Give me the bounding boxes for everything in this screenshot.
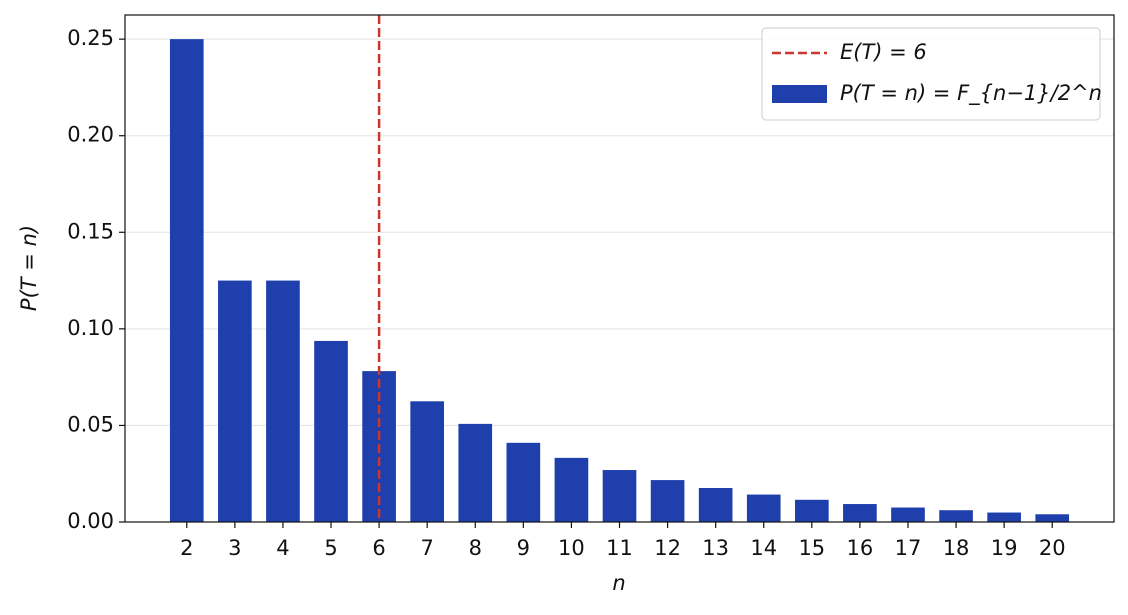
x-tick-label: 14	[750, 536, 777, 560]
x-tick-label: 16	[847, 536, 874, 560]
x-tick-label: 12	[654, 536, 681, 560]
legend-label: E(T) = 6	[840, 40, 927, 64]
x-tick-label: 7	[420, 536, 433, 560]
x-tick-label: 10	[558, 536, 585, 560]
legend-swatch	[772, 85, 827, 103]
y-tick-label: 0.15	[67, 219, 114, 243]
bar	[602, 470, 637, 522]
bar	[843, 504, 877, 522]
x-tick-label: 8	[469, 536, 482, 560]
x-tick-label: 4	[276, 536, 289, 560]
x-tick-label: 18	[943, 536, 970, 560]
x-tick-label: 19	[991, 536, 1018, 560]
bar	[314, 340, 348, 522]
x-tick-label: 20	[1039, 536, 1066, 560]
bar	[266, 280, 300, 522]
x-tick-label: 3	[228, 536, 241, 560]
x-tick-label: 15	[798, 536, 825, 560]
legend-label: P(T = n) = F_{n−1}/2^n	[840, 81, 1102, 106]
y-tick-label: 0.10	[67, 316, 114, 340]
bar	[169, 39, 204, 523]
bar	[650, 480, 685, 522]
bar	[987, 512, 1021, 522]
bar	[746, 494, 781, 522]
x-tick-label: 9	[517, 536, 530, 560]
x-tick-label: 6	[372, 536, 385, 560]
x-axis-label: n	[612, 571, 625, 595]
bar	[698, 488, 733, 522]
bar	[891, 507, 925, 522]
y-tick-label: 0.05	[67, 412, 114, 436]
y-tick-label: 0.20	[67, 123, 114, 147]
y-tick-label: 0.25	[67, 26, 114, 50]
bar	[939, 510, 973, 522]
bar	[554, 457, 589, 522]
x-tick-label: 5	[324, 536, 337, 560]
bar	[458, 423, 493, 522]
x-tick-label: 2	[180, 536, 193, 560]
y-tick-label: 0.00	[67, 509, 114, 533]
bar	[410, 401, 445, 522]
plot-frame	[124, 14, 1115, 523]
x-tick-label: 11	[606, 536, 633, 560]
x-tick-label: 17	[895, 536, 922, 560]
legend-box	[761, 27, 1101, 121]
x-tick-label: 13	[702, 536, 729, 560]
bar	[506, 442, 541, 522]
bar	[218, 280, 252, 522]
bar	[794, 499, 829, 522]
y-axis-label: P(T = n)	[17, 225, 41, 311]
bar	[1035, 514, 1070, 522]
